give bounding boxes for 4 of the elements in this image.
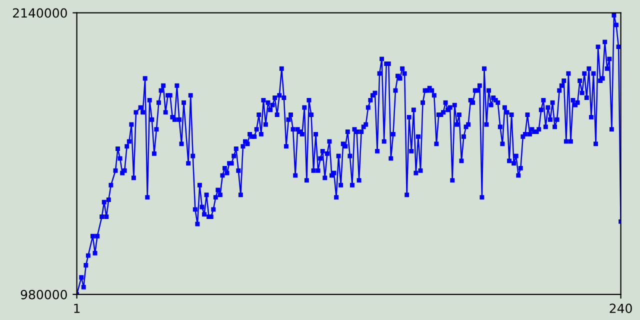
y-tick-label: 2140000 — [13, 8, 67, 18]
y-tick-label: 980000 — [20, 290, 67, 300]
x-tick-label: 1 — [74, 304, 80, 313]
x-tick-label: 240 — [610, 304, 632, 314]
